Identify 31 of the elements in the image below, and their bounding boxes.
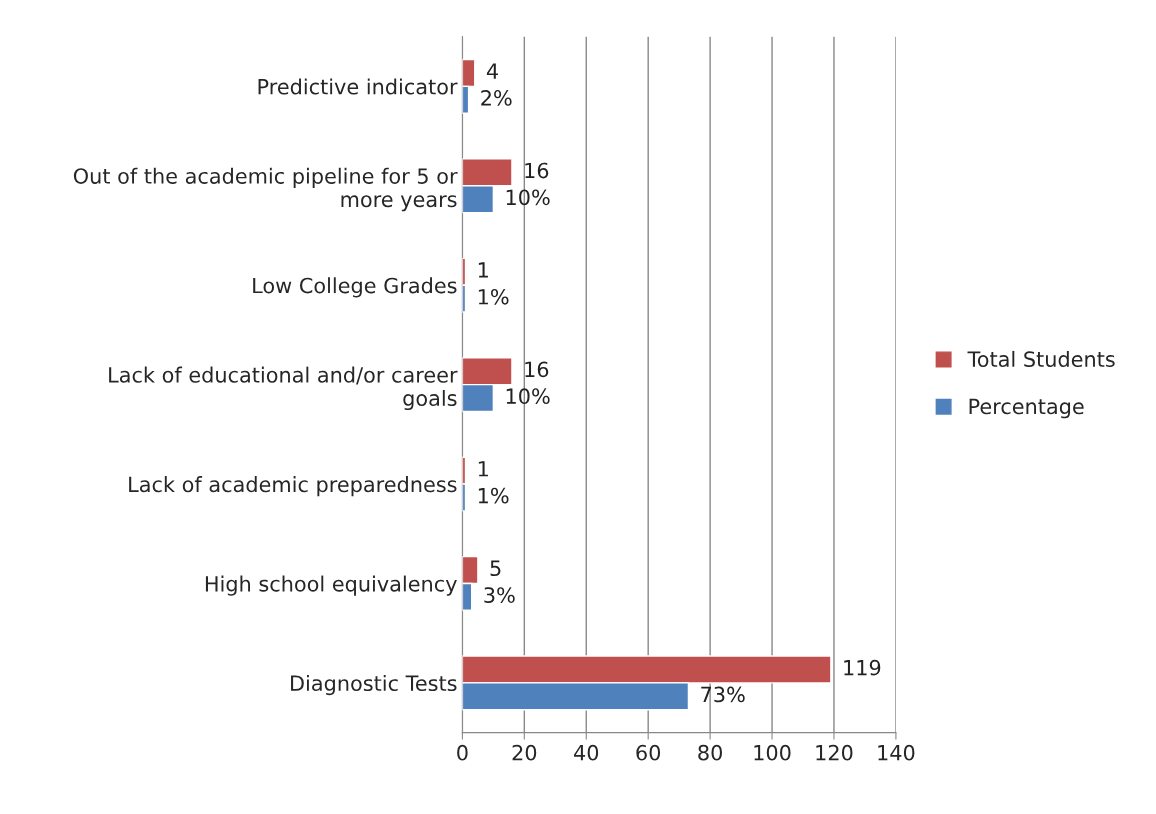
x-tick-label: 120 — [816, 744, 853, 761]
legend-label: Total Students — [967, 350, 1115, 368]
x-tick-label: 100 — [754, 744, 791, 761]
data-label: 1% — [478, 288, 509, 305]
data-label: 1 — [478, 461, 488, 477]
data-label: 16 — [525, 361, 549, 378]
data-label: 3% — [484, 587, 515, 603]
data-label: 16 — [525, 162, 549, 179]
data-label: 4 — [486, 63, 498, 79]
x-tick-label: 140 — [878, 744, 915, 761]
y-tick-label: Predictive indicator — [258, 78, 458, 95]
y-tick-label: High school equivalency — [205, 575, 457, 596]
data-label: 1 — [478, 262, 488, 278]
y-tick-label: Out of the academic pipeline for 5 or more years — [73, 167, 458, 212]
x-tick-label: 80 — [698, 744, 722, 761]
data-label: 5 — [490, 560, 501, 577]
data-label: 73% — [701, 686, 745, 703]
x-tick-label: 60 — [636, 744, 661, 761]
data-label: 10% — [506, 388, 550, 405]
data-label: 119 — [844, 659, 881, 676]
y-tick-label: Low College Grades — [253, 277, 457, 298]
y-tick-label: Lack of educational and/or career goals — [109, 366, 458, 411]
data-label: 1% — [478, 487, 509, 504]
x-tick-label: 40 — [574, 744, 599, 761]
x-tick-label: 0 — [457, 744, 468, 761]
data-label: 2% — [481, 90, 512, 106]
data-label: 10% — [506, 189, 550, 206]
y-tick-label: Lack of academic preparedness — [129, 476, 457, 497]
x-tick-label: 20 — [512, 744, 537, 761]
legend-label: Percentage — [969, 398, 1084, 419]
y-tick-label: Diagnostic Tests — [291, 674, 457, 696]
